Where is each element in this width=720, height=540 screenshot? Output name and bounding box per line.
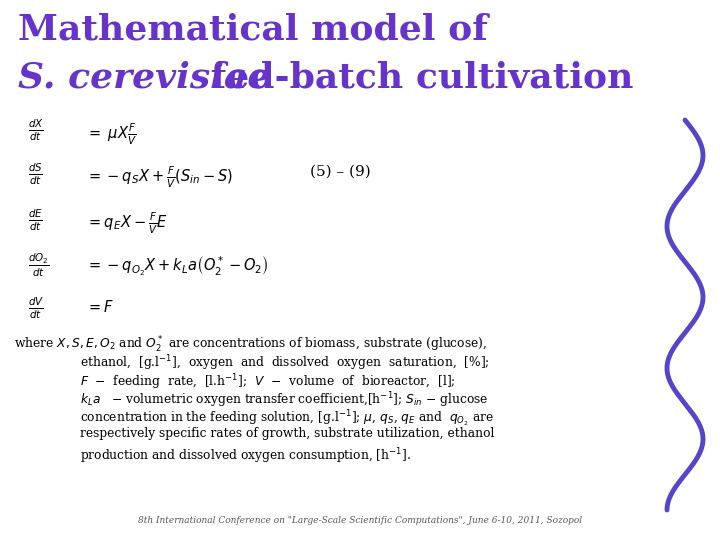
Text: $\frac{dS}{dt}$: $\frac{dS}{dt}$ bbox=[28, 162, 43, 187]
Text: fed-batch cultivation: fed-batch cultivation bbox=[198, 60, 634, 94]
Text: $\frac{dX}{dt}$: $\frac{dX}{dt}$ bbox=[28, 118, 44, 143]
Text: concentration in the feeding solution, [g.l$^{-1}$]; $\mu$, $q_S$, $q_E$ and  $q: concentration in the feeding solution, [… bbox=[80, 409, 494, 429]
Text: respectively specific rates of growth, substrate utilization, ethanol: respectively specific rates of growth, s… bbox=[80, 428, 495, 441]
Text: $= F$: $= F$ bbox=[86, 299, 114, 315]
Text: $= q_E X - \frac{F}{V}E$: $= q_E X - \frac{F}{V}E$ bbox=[86, 211, 168, 237]
Text: ethanol,  [g.l$^{-1}$],  oxygen  and  dissolved  oxygen  saturation,  [%];: ethanol, [g.l$^{-1}$], oxygen and dissol… bbox=[80, 354, 490, 373]
Text: $k_La$   $-$ volumetric oxygen transfer coefficient,[h$^{-1}$]; $S_{in}$ $-$ glu: $k_La$ $-$ volumetric oxygen transfer co… bbox=[80, 390, 488, 410]
Text: $\frac{dE}{dt}$: $\frac{dE}{dt}$ bbox=[28, 208, 43, 233]
Text: S. cerevisiae: S. cerevisiae bbox=[18, 60, 271, 94]
Text: $= -q_S X + \frac{F}{V}\left(S_{in} - S\right)$: $= -q_S X + \frac{F}{V}\left(S_{in} - S\… bbox=[86, 165, 233, 191]
Text: production and dissolved oxygen consumption, [h$^{-1}$].: production and dissolved oxygen consumpt… bbox=[80, 446, 411, 465]
Text: $\frac{dO_2}{dt}$: $\frac{dO_2}{dt}$ bbox=[28, 252, 50, 279]
Text: $=\;\mu X\frac{F}{V}$: $=\;\mu X\frac{F}{V}$ bbox=[86, 122, 137, 147]
Text: $F$  $-$  feeding  rate,  [l.h$^{-1}$];  $V$  $-$  volume  of  bioreactor,  [l];: $F$ $-$ feeding rate, [l.h$^{-1}$]; $V$ … bbox=[80, 372, 456, 391]
Text: Mathematical model of: Mathematical model of bbox=[18, 12, 488, 46]
Text: $= -q_{O_2} X + k_L a\left(O_2^* - O_2\right)$: $= -q_{O_2} X + k_L a\left(O_2^* - O_2\r… bbox=[86, 255, 269, 278]
Text: where $X, S, E, O_2$ and $O_2^*$ are concentrations of biomass, substrate (gluco: where $X, S, E, O_2$ and $O_2^*$ are con… bbox=[14, 335, 487, 355]
Text: 8th International Conference on "Large-Scale Scientific Computations", June 6-10: 8th International Conference on "Large-S… bbox=[138, 516, 582, 525]
Text: $\frac{dV}{dt}$: $\frac{dV}{dt}$ bbox=[28, 296, 44, 321]
Text: (5) – (9): (5) – (9) bbox=[310, 165, 371, 179]
